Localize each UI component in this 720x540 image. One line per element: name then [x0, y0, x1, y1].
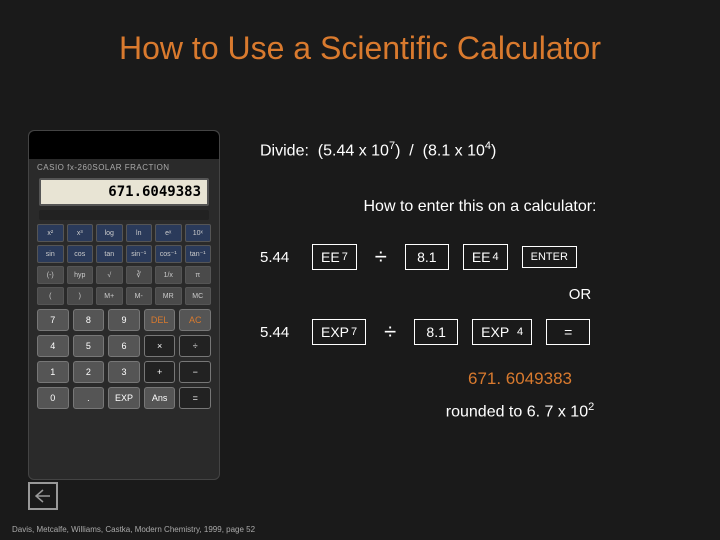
- calc-key-=: =: [179, 387, 211, 409]
- calc-small-key: ): [67, 287, 94, 305]
- calc-small-key: sin⁻¹: [126, 245, 153, 263]
- divide-icon: ÷: [371, 244, 391, 270]
- page-title: How to Use a Scientific Calculator: [0, 30, 720, 67]
- calc-small-key: 10ˣ: [185, 224, 212, 242]
- calc-small-key: 1/x: [155, 266, 182, 284]
- calc-small-key: M-: [126, 287, 153, 305]
- divide-label: Divide:: [260, 142, 309, 159]
- calc-small-key: eˣ: [155, 224, 182, 242]
- num-2b-box: 8.1: [414, 319, 458, 345]
- calc-small-key: log: [96, 224, 123, 242]
- calc-display: 671.6049383: [39, 178, 209, 206]
- num-1b: 5.44: [260, 324, 298, 341]
- calc-key-÷: ÷: [179, 335, 211, 357]
- calc-small-key: hyp: [67, 266, 94, 284]
- back-arrow-icon: [35, 489, 51, 503]
- calc-main-keypad: 789DELAC 456×÷ 123+− 0.EXPAns=: [37, 309, 211, 409]
- calc-solar-strip: [29, 131, 219, 159]
- calc-key-1: 1: [37, 361, 69, 383]
- back-nav-button[interactable]: [28, 482, 58, 510]
- b-coef: 8.1: [428, 142, 450, 159]
- calc-mode-strip: [39, 210, 209, 220]
- citation-text: Davis, Metcalfe, Williams, Castka, Moder…: [12, 525, 255, 534]
- calc-key-5: 5: [73, 335, 105, 357]
- calc-key-−: −: [179, 361, 211, 383]
- enter-key: ENTER: [522, 246, 577, 268]
- op: /: [409, 142, 413, 159]
- calc-small-key: MC: [185, 287, 212, 305]
- calc-small-key: cos: [67, 245, 94, 263]
- key-row-2: 5.44 EXP7 ÷ 8.1 EXP 4 =: [260, 319, 700, 345]
- calc-small-key: ∛: [126, 266, 153, 284]
- calc-key-0: 0: [37, 387, 69, 409]
- problem-statement: Divide: (5.44 x 107) / (8.1 x 104): [260, 140, 700, 160]
- calc-small-key: (: [37, 287, 64, 305]
- calc-brand: CASIO fx-260SOLAR FRACTION: [29, 159, 219, 174]
- calc-key-3: 3: [108, 361, 140, 383]
- calc-key-AC: AC: [179, 309, 211, 331]
- calc-key-9: 9: [108, 309, 140, 331]
- num-2-box: 8.1: [405, 244, 449, 270]
- calc-key-EXP: EXP: [108, 387, 140, 409]
- calc-small-key: M+: [96, 287, 123, 305]
- a-exp: 7: [389, 140, 395, 152]
- key-row-1: 5.44 EE7 ÷ 8.1 EE4 ENTER: [260, 244, 700, 270]
- calc-small-key: cos⁻¹: [155, 245, 182, 263]
- num-1: 5.44: [260, 249, 298, 266]
- calc-key-DEL: DEL: [144, 309, 176, 331]
- calc-small-key: π: [185, 266, 212, 284]
- or-label: OR: [460, 286, 700, 303]
- calc-key-Ans: Ans: [144, 387, 176, 409]
- calc-small-key: tan: [96, 245, 123, 263]
- calc-key-7: 7: [37, 309, 69, 331]
- calculator-image: CASIO fx-260SOLAR FRACTION 671.6049383 x…: [28, 130, 220, 480]
- calc-small-key: √: [96, 266, 123, 284]
- rounded-text: rounded to 6. 7 x 102: [340, 401, 700, 421]
- calc-key-2: 2: [73, 361, 105, 383]
- ee-4-key: EE4: [463, 244, 508, 270]
- calc-small-key: x²: [37, 224, 64, 242]
- result-value: 671. 6049383: [340, 369, 700, 389]
- howto-label: How to enter this on a calculator:: [260, 198, 700, 216]
- b-exp: 4: [485, 140, 491, 152]
- calc-small-key: ln: [126, 224, 153, 242]
- calc-key-+: +: [144, 361, 176, 383]
- exp-4-key: EXP 4: [472, 319, 532, 345]
- equals-key: =: [546, 319, 590, 345]
- calc-small-key: x³: [67, 224, 94, 242]
- calc-key-6: 6: [108, 335, 140, 357]
- calc-key-8: 8: [73, 309, 105, 331]
- calc-key-.: .: [73, 387, 105, 409]
- calc-small-key: sin: [37, 245, 64, 263]
- calc-small-key: (-): [37, 266, 64, 284]
- ee-7-key: EE7: [312, 244, 357, 270]
- content-area: Divide: (5.44 x 107) / (8.1 x 104) How t…: [260, 140, 700, 422]
- calc-small-keypad: x²x³loglneˣ10ˣ sincostansin⁻¹cos⁻¹tan⁻¹ (-…: [37, 224, 211, 305]
- calc-key-4: 4: [37, 335, 69, 357]
- divide-icon-2: ÷: [380, 319, 400, 345]
- calc-small-key: tan⁻¹: [185, 245, 212, 263]
- calc-small-key: MR: [155, 287, 182, 305]
- calc-key-×: ×: [144, 335, 176, 357]
- exp-7-key: EXP7: [312, 319, 366, 345]
- a-coef: 5.44: [323, 142, 354, 159]
